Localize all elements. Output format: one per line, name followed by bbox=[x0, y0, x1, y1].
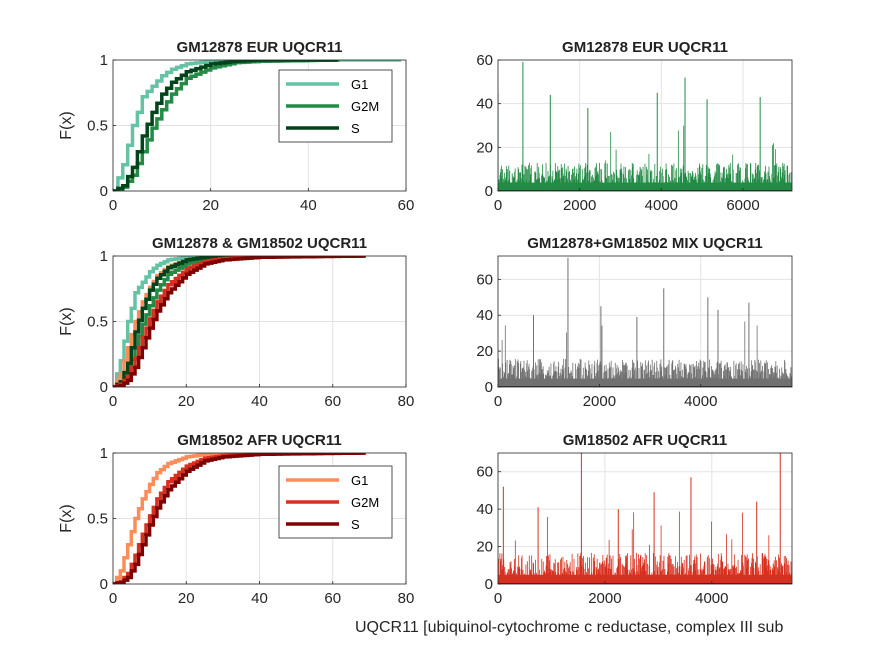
chart-title: GM12878 & GM18502 UQCR11 bbox=[152, 235, 367, 252]
legend: G1 G2M S bbox=[278, 69, 393, 143]
y-tick-label: 0 bbox=[485, 576, 493, 593]
y-axis-label: F(x) bbox=[58, 307, 75, 335]
axes-box bbox=[497, 452, 793, 585]
x-tick-label: 20 bbox=[178, 393, 195, 410]
x-tick-label: 40 bbox=[300, 197, 317, 214]
x-tick-label: 2000 bbox=[583, 393, 616, 410]
x-tick-label: 60 bbox=[324, 393, 341, 410]
ecdf-line-g1-1 bbox=[113, 453, 366, 584]
legend-label-s: S bbox=[351, 517, 360, 532]
bar-dense-core bbox=[498, 378, 792, 387]
panel-5: 0 20 40 60 80 0 0.5 1 GM18502 AFR UQCR11 F(x) G1 G2… bbox=[58, 432, 414, 607]
x-tick-label: 0 bbox=[109, 393, 117, 410]
chart-title: GM18502 AFR UQCR11 bbox=[177, 432, 342, 449]
x-tick-label: 60 bbox=[398, 197, 415, 214]
panel-4: 0 2000 4000 0 20 40 60 GM12878+GM18502 MIX UQCR… bbox=[476, 235, 793, 410]
chart-title: GM18502 AFR UQCR11 bbox=[563, 432, 728, 449]
chart-title: GM12878 EUR UQCR11 bbox=[177, 39, 343, 56]
legend-label-g1: G1 bbox=[351, 473, 368, 488]
x-tick-label: 0 bbox=[109, 197, 117, 214]
y-tick-label: 60 bbox=[476, 271, 493, 288]
x-tick-label: 80 bbox=[398, 393, 415, 410]
y-tick-label: 0 bbox=[485, 183, 493, 200]
y-tick-label: 0 bbox=[100, 183, 108, 200]
legend-label-g2m: G2M bbox=[351, 99, 379, 114]
x-tick-label: 4000 bbox=[695, 590, 728, 607]
y-tick-label: 1 bbox=[100, 445, 108, 462]
x-tick-label: 2000 bbox=[563, 197, 596, 214]
y-tick-label: 60 bbox=[476, 52, 493, 69]
panel-6: 0 2000 4000 0 20 40 60 GM18502 AFR UQCR11 bbox=[476, 432, 793, 607]
y-tick-label: 40 bbox=[476, 96, 493, 113]
legend: G1 G2M S bbox=[278, 465, 393, 539]
ecdf-line-g1-1 bbox=[113, 256, 330, 387]
x-tick-label: 0 bbox=[494, 590, 502, 607]
y-tick-label: 0 bbox=[485, 379, 493, 396]
y-tick-label: 0.5 bbox=[87, 314, 108, 331]
x-tick-label: 4000 bbox=[684, 393, 717, 410]
data-layer bbox=[498, 453, 792, 584]
x-tick-label: 2000 bbox=[588, 590, 621, 607]
x-tick-label: 6000 bbox=[726, 197, 759, 214]
panel-1: 0 20 40 60 0 0.5 1 GM12878 EUR UQCR11 F(x) G1 G2M S bbox=[58, 39, 414, 214]
panel-2: 0 2000 4000 6000 0 20 40 60 GM12878 EUR UQCR11 bbox=[476, 39, 793, 214]
x-tick-label: 40 bbox=[251, 590, 268, 607]
chart-title: GM12878 EUR UQCR11 bbox=[562, 39, 728, 56]
y-tick-label: 20 bbox=[476, 343, 493, 360]
y-tick-label: 1 bbox=[100, 248, 108, 265]
x-tick-label: 40 bbox=[251, 393, 268, 410]
legend-label-g1: G1 bbox=[351, 77, 368, 92]
y-tick-label: 0 bbox=[100, 379, 108, 396]
y-tick-label: 0.5 bbox=[87, 511, 108, 528]
bar-dense-core bbox=[498, 182, 792, 191]
x-tick-label: 20 bbox=[202, 197, 219, 214]
x-tick-label: 0 bbox=[494, 393, 502, 410]
x-tick-label: 0 bbox=[494, 197, 502, 214]
panel-3: 0 20 40 60 80 0 0.5 1 GM12878 & GM18502 UQCR11 F(… bbox=[58, 235, 414, 410]
y-tick-label: 40 bbox=[476, 307, 493, 324]
axes-box bbox=[497, 59, 793, 192]
ecdf-line-s-3 bbox=[113, 60, 338, 191]
data-layer bbox=[113, 60, 402, 191]
y-tick-label: 60 bbox=[476, 464, 493, 481]
chart-title: GM12878+GM18502 MIX UQCR11 bbox=[527, 235, 763, 252]
bar-dense-core bbox=[498, 574, 792, 584]
x-axis-label: UQCR11 [ubiquinol-cytochrome c reductase… bbox=[355, 619, 783, 636]
x-tick-label: 0 bbox=[109, 590, 117, 607]
y-tick-label: 1 bbox=[100, 52, 108, 69]
ecdf-line-s-4 bbox=[113, 256, 282, 387]
x-tick-label: 60 bbox=[324, 590, 341, 607]
legend-label-s: S bbox=[351, 121, 360, 136]
y-tick-label: 40 bbox=[476, 501, 493, 518]
y-axis-label: F(x) bbox=[58, 111, 75, 139]
data-layer bbox=[498, 62, 792, 191]
x-tick-label: 20 bbox=[178, 590, 195, 607]
y-tick-label: 20 bbox=[476, 539, 493, 556]
ecdf-line-g1-1 bbox=[113, 60, 402, 191]
x-tick-label: 80 bbox=[398, 590, 415, 607]
y-tick-label: 0 bbox=[100, 576, 108, 593]
y-tick-label: 20 bbox=[476, 139, 493, 156]
axes-box bbox=[497, 255, 793, 388]
ecdf-line-s-3 bbox=[113, 453, 366, 584]
y-tick-label: 0.5 bbox=[87, 118, 108, 135]
legend-label-g2m: G2M bbox=[351, 495, 379, 510]
y-axis-label: F(x) bbox=[58, 504, 75, 532]
data-layer bbox=[498, 257, 792, 387]
x-tick-label: 4000 bbox=[645, 197, 678, 214]
ecdf-line-s-6 bbox=[113, 256, 366, 387]
